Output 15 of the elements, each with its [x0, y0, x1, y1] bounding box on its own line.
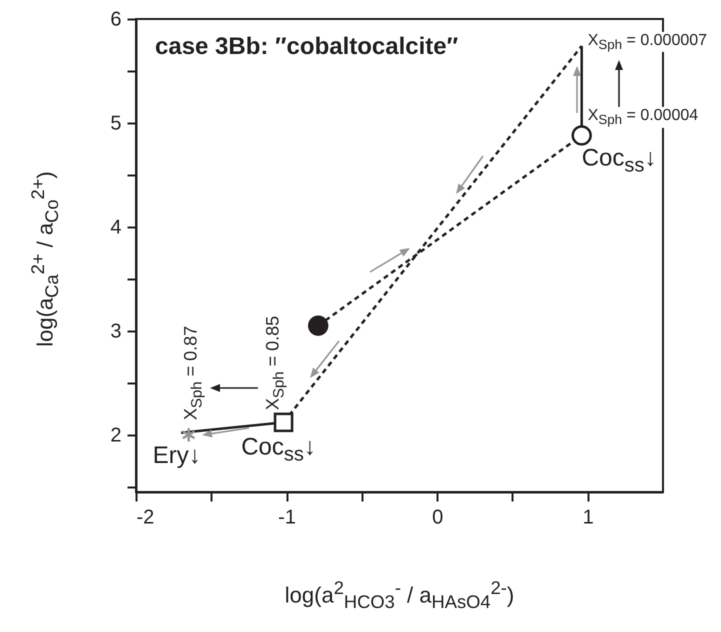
annotation: X$_{Sph}$ = 0.000007	[588, 32, 708, 52]
annotation: Coc$_{ss}$↓	[241, 434, 316, 467]
annotation: X$_{Sph}$ = 0.00004	[588, 107, 698, 128]
text: case 3Bb: ″cobaltocalcite″	[155, 33, 458, 61]
annotation: Coc$_{ss}$↓	[582, 145, 656, 178]
y-tick-label: 2	[110, 424, 122, 446]
x-tick-label: 0	[432, 506, 444, 528]
y-tick-label: 4	[110, 216, 122, 238]
y-tick-label: 6	[110, 8, 122, 30]
annotation: Ery↓	[152, 442, 201, 470]
x-tick-label: -1	[278, 506, 296, 528]
x-tick-label: -2	[136, 506, 154, 528]
y-tick-label: 3	[110, 320, 122, 342]
y-tick-label: 5	[110, 112, 122, 134]
x-tick-label: 1	[582, 506, 594, 528]
